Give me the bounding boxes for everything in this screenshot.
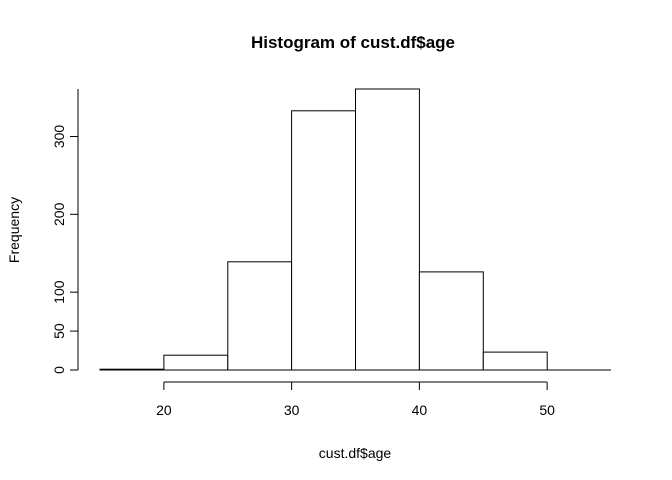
- histogram-bar-3: [291, 110, 357, 371]
- x-tick-label-1: 30: [284, 402, 300, 418]
- histogram-bar-5: [418, 271, 484, 371]
- x-tick-label-2: 40: [412, 402, 428, 418]
- y-tick-label-1: 50: [51, 323, 67, 339]
- y-tick-label-2: 100: [51, 280, 67, 304]
- histogram-bar-6: [482, 351, 548, 371]
- histogram-bar-1: [163, 354, 229, 371]
- y-axis-label: Frequency: [6, 197, 22, 263]
- x-tick-label-0: 20: [156, 402, 172, 418]
- histogram-bar-4: [355, 88, 420, 371]
- y-tick-label-0: 0: [51, 366, 67, 374]
- y-tick-label-3: 200: [51, 202, 67, 226]
- y-axis: 0 50 100 200 300: [51, 89, 79, 374]
- chart-title: Histogram of cust.df$age: [251, 33, 455, 52]
- histogram-bar-2: [227, 261, 293, 371]
- histogram-bar-0: [99, 368, 165, 371]
- y-tick-label-4: 300: [51, 125, 67, 149]
- x-tick-label-3: 50: [539, 402, 555, 418]
- x-axis: 20 30 40 50: [156, 381, 555, 418]
- bars-group: [99, 88, 611, 371]
- x-axis-label: cust.df$age: [319, 445, 392, 461]
